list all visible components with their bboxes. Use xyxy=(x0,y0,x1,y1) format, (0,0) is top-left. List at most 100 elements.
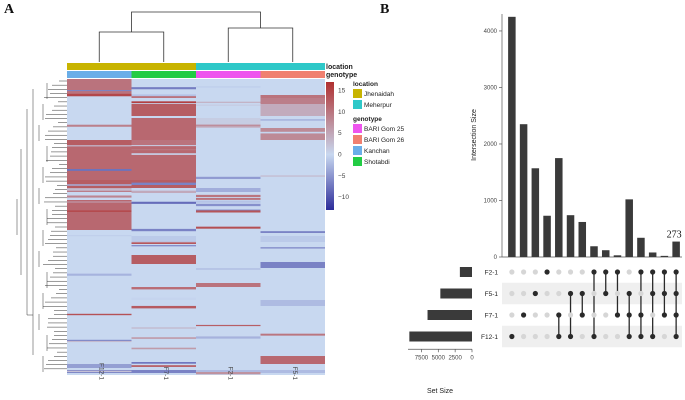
location-legend-label: Meherpur xyxy=(364,102,393,109)
matrix-dot xyxy=(591,269,597,275)
heatmap-band xyxy=(196,283,261,287)
heatmap-band xyxy=(260,262,325,268)
matrix-dot xyxy=(650,269,656,275)
y-tick-label: 1000 xyxy=(484,198,498,204)
heatmap-stripe xyxy=(131,201,196,204)
set-label: F5-1 xyxy=(485,291,499,298)
genotype-legend-label: Kanchan xyxy=(364,148,390,155)
heatmap-stripe xyxy=(196,372,261,375)
location-cell xyxy=(260,63,325,70)
row-dendrogram xyxy=(16,80,67,372)
matrix-dot xyxy=(673,290,679,297)
intersection-bar xyxy=(543,215,551,257)
heatmap-stripe xyxy=(67,201,132,204)
set-size-bar xyxy=(459,267,472,277)
intersection-bar xyxy=(578,221,587,257)
heatmap-stripe xyxy=(131,101,196,104)
intersection-bar xyxy=(555,158,563,257)
set-axis-tick-label: 0 xyxy=(470,355,474,361)
matrix-dot xyxy=(579,312,585,318)
matrix-dot xyxy=(544,290,550,297)
sample-label: F7-1 xyxy=(162,367,169,381)
heatmap-stripe xyxy=(67,188,132,191)
matrix-dot xyxy=(521,312,527,318)
heatmap-stripe xyxy=(131,153,196,155)
heatmap-stripe xyxy=(67,210,132,212)
color-scale-legend: 15 10 5 0 −5 −10 xyxy=(326,82,349,210)
heatmap-stripe xyxy=(131,228,196,232)
heatmap-stripe xyxy=(67,195,132,198)
heatmap-stripe xyxy=(67,90,132,92)
color-scale-tick: −10 xyxy=(338,194,349,201)
heatmap-stripe xyxy=(131,347,196,350)
heatmap-stripe xyxy=(260,131,325,134)
genotype-legend-label: Shotabdi xyxy=(364,159,390,166)
sample-labels: F12-1 F7-1 F2-1 F5-1 xyxy=(97,363,298,380)
color-scale-tick: 0 xyxy=(338,152,342,159)
matrix-dot xyxy=(614,269,621,275)
matrix-dot xyxy=(532,333,538,340)
heatmap-stripe xyxy=(196,194,261,198)
sample-label: F12-1 xyxy=(97,363,104,380)
heatmap-band xyxy=(67,145,132,180)
heatmap-band xyxy=(260,128,325,140)
heatmap-stripe xyxy=(131,149,196,151)
intersection-bar xyxy=(508,16,516,258)
genotype-legend-label: BARI Gom 26 xyxy=(364,137,404,144)
matrix-dot xyxy=(556,333,562,340)
heatmap-band xyxy=(196,188,261,192)
heatmap-stripe xyxy=(131,242,196,244)
heatmap-stripe xyxy=(67,339,132,341)
intersection-highlight-label: 273 xyxy=(667,230,682,241)
heatmap-panel: location genotype F12-1 F7-1 F2-1 F5-1 15 10… xyxy=(16,11,404,380)
matrix-dot xyxy=(521,333,527,340)
heatmap-cells xyxy=(67,79,325,375)
heatmap-stripe xyxy=(196,197,261,200)
location-legend-label: Jhenaidah xyxy=(364,91,394,98)
genotype-legend-title: genotype xyxy=(353,116,382,123)
heatmap-stripe xyxy=(196,210,261,213)
matrix-dot xyxy=(532,269,538,275)
genotype-cell xyxy=(260,71,325,78)
matrix-dot xyxy=(591,333,597,340)
heatmap-stripe xyxy=(196,203,261,207)
matrix-dot xyxy=(638,269,644,275)
heatmap-stripe xyxy=(131,297,196,301)
matrix-dot xyxy=(579,333,585,340)
heatmap-stripe xyxy=(67,124,132,127)
matrix-dot xyxy=(544,312,550,318)
heatmap-band xyxy=(260,104,325,116)
heatmap-stripe xyxy=(260,247,325,249)
heatmap-stripe xyxy=(67,340,132,343)
matrix-dot xyxy=(661,312,668,318)
intersection-size-label: Intersection Size xyxy=(471,109,478,161)
y-tick-label: 3000 xyxy=(484,85,498,91)
matrix-dot xyxy=(626,269,632,275)
matrix-dot xyxy=(591,312,597,318)
intersection-bar xyxy=(613,255,622,257)
color-scale-tick: 10 xyxy=(338,109,346,116)
genotype-cell xyxy=(131,71,196,78)
location-cell xyxy=(196,63,261,70)
color-scale-tick: −5 xyxy=(338,173,346,180)
heatmap-stripe xyxy=(260,231,325,233)
intersection-bar xyxy=(625,199,633,257)
matrix-dot xyxy=(673,312,679,318)
panel-label-b: B xyxy=(380,2,389,17)
heatmap-stripe xyxy=(260,333,325,336)
matrix-dot xyxy=(603,333,609,340)
heatmap-band xyxy=(131,104,196,116)
heatmap-band xyxy=(67,200,132,230)
genotype-cell xyxy=(67,71,132,78)
matrix-dot xyxy=(650,290,656,297)
matrix-dot xyxy=(556,312,562,318)
matrix-dot xyxy=(626,290,632,297)
track-label-location: location xyxy=(326,64,353,71)
matrix-dot xyxy=(614,333,621,340)
heatmap-stripe xyxy=(131,87,196,90)
dendro-branch-root xyxy=(131,11,261,32)
heatmap-band xyxy=(131,118,196,128)
matrix-dot xyxy=(567,269,574,275)
intersection-bar xyxy=(637,237,645,257)
set-axis-tick-label: 5000 xyxy=(432,355,446,361)
